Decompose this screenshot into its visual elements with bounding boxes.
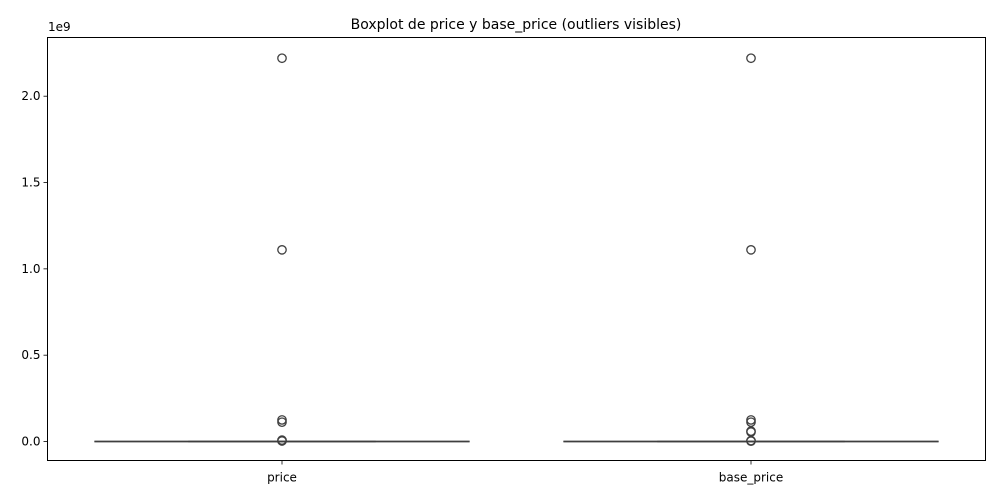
outlier-point: [746, 436, 756, 447]
box-price: [94, 53, 470, 446]
box-base_price: [563, 53, 939, 447]
y-tick-label: 1.0: [21, 262, 40, 276]
outlier-point: [277, 53, 287, 64]
y-axis: 0.0 0.5 1.0 1.5 2.0: [21, 89, 48, 449]
y-axis-offset-label: 1e9: [48, 20, 71, 34]
y-tick-label: 2.0: [21, 89, 40, 103]
outlier-point: [277, 245, 287, 255]
y-tick-label: 1.5: [21, 176, 40, 190]
outlier-point: [746, 53, 756, 64]
y-tick-label: 0.5: [21, 348, 40, 362]
x-axis: price base_price: [267, 460, 783, 485]
plot-frame: [47, 37, 986, 461]
outlier-point: [746, 245, 756, 255]
x-tick-label: price: [267, 471, 297, 485]
plot-area: [94, 53, 939, 447]
chart-title: Boxplot de price y base_price (outliers …: [351, 17, 682, 33]
outlier-point: [277, 436, 287, 446]
y-tick-label: 0.0: [21, 435, 40, 449]
x-tick-label: base_price: [719, 471, 783, 485]
outlier-point: [277, 417, 287, 428]
